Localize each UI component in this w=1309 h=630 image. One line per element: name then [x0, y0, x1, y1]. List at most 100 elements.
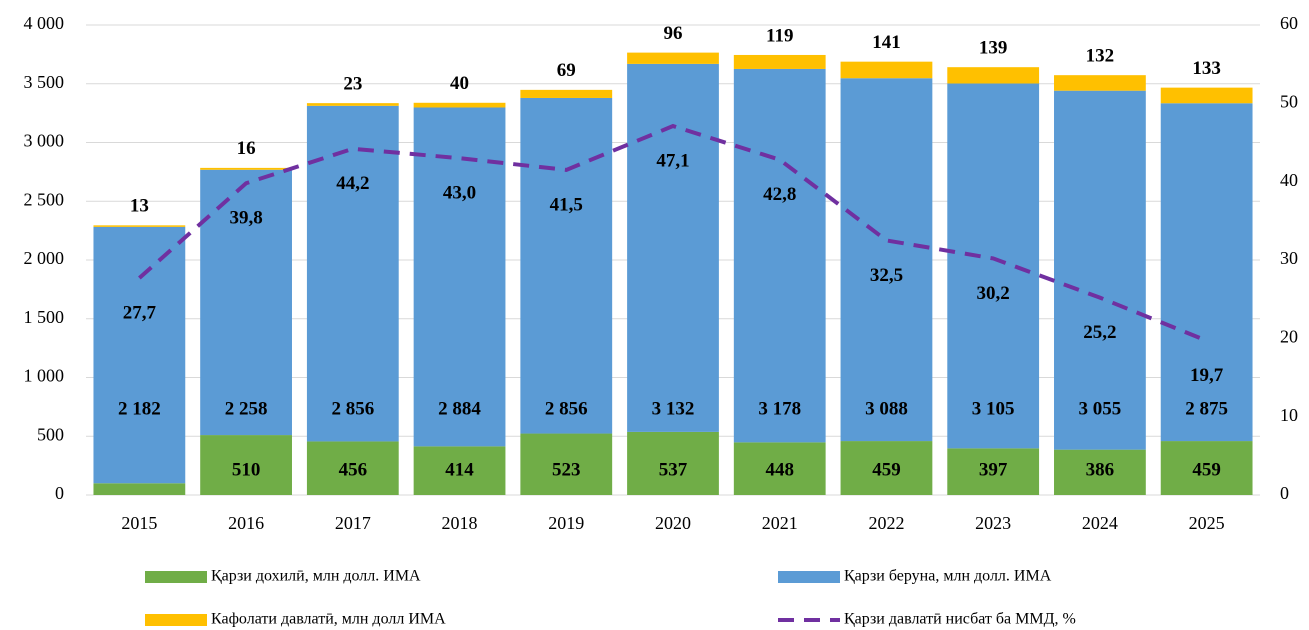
line-label: 39,8 — [229, 208, 262, 229]
line-label: 43,0 — [443, 183, 476, 204]
y2-tick-label: 0 — [1280, 483, 1289, 503]
bar-segment — [733, 54, 826, 69]
legend-swatch — [778, 571, 840, 583]
y-tick-label: 0 — [55, 483, 64, 503]
bar-segment — [520, 97, 613, 434]
y-tick-label: 500 — [37, 424, 64, 444]
bar-segment — [306, 441, 399, 495]
data-label: 13 — [130, 196, 149, 217]
bar-segment — [733, 442, 826, 495]
bar-segment — [1160, 441, 1253, 495]
data-label: 139 — [979, 38, 1008, 59]
y2-tick-label: 30 — [1280, 248, 1298, 268]
data-label: 386 — [1086, 459, 1115, 480]
line-label: 27,7 — [123, 302, 157, 323]
y-tick-label: 2 500 — [24, 189, 65, 209]
line-label: 41,5 — [550, 194, 583, 215]
bar-segment — [200, 167, 292, 170]
y2-tick-label: 10 — [1280, 405, 1298, 425]
x-tick-label: 2022 — [868, 513, 904, 533]
y2-tick-label: 60 — [1280, 13, 1298, 33]
data-label: 523 — [552, 459, 581, 480]
data-label: 2 856 — [331, 398, 374, 419]
bar-segment — [840, 78, 933, 442]
data-label: 2 856 — [545, 398, 588, 419]
x-tick-label: 2015 — [121, 513, 157, 533]
data-label: 537 — [659, 459, 688, 480]
data-label: 2 884 — [438, 398, 481, 419]
data-label: 397 — [979, 459, 1008, 480]
bar-segment — [200, 435, 292, 495]
bar-segment — [93, 483, 186, 495]
x-tick-label: 2020 — [655, 513, 691, 533]
data-label: 2 182 — [118, 398, 161, 419]
data-label: 141 — [872, 32, 901, 53]
bar-segment — [306, 103, 399, 106]
data-label: 3 105 — [972, 398, 1015, 419]
y-tick-label: 1 000 — [24, 366, 65, 386]
y2-tick-label: 40 — [1280, 170, 1298, 190]
bar-segment — [627, 52, 719, 64]
data-label: 96 — [664, 23, 683, 44]
data-label: 456 — [339, 459, 368, 480]
bar-segment — [627, 63, 719, 432]
line-label: 44,2 — [336, 173, 369, 194]
data-label: 3 132 — [652, 398, 695, 419]
bar-segment — [413, 107, 506, 447]
y-tick-label: 3 000 — [24, 131, 65, 151]
data-label: 2 258 — [225, 398, 268, 419]
x-tick-label: 2016 — [228, 513, 264, 533]
data-label: 16 — [237, 138, 256, 159]
bar-segment — [93, 226, 186, 484]
y2-tick-label: 20 — [1280, 326, 1298, 346]
bar-segment — [306, 105, 399, 442]
bar-segment — [627, 431, 719, 495]
x-tick-label: 2023 — [975, 513, 1011, 533]
data-label: 459 — [872, 459, 901, 480]
bar-segment — [1160, 87, 1253, 104]
data-label: 448 — [765, 459, 794, 480]
legend-label: Қарзи давлатӣ нисбат ба ММД, % — [844, 611, 1076, 628]
line-label: 19,7 — [1190, 365, 1224, 386]
line-label: 30,2 — [977, 283, 1010, 304]
x-tick-label: 2018 — [442, 513, 478, 533]
y-tick-label: 4 000 — [24, 13, 65, 33]
x-tick-label: 2021 — [762, 513, 798, 533]
bar-segment — [947, 448, 1040, 495]
line — [138, 123, 1208, 343]
y-tick-label: 1 500 — [24, 307, 65, 327]
x-tick-label: 2017 — [335, 513, 371, 533]
data-label: 414 — [445, 459, 474, 480]
x-tick-label: 2025 — [1189, 513, 1225, 533]
line-label: 47,1 — [656, 150, 689, 171]
bar-segment — [1054, 75, 1146, 91]
data-label: 133 — [1192, 58, 1221, 79]
line-label: 25,2 — [1083, 322, 1116, 343]
bar-segment — [947, 83, 1040, 449]
bar-segment — [1160, 103, 1253, 442]
data-label: 40 — [450, 73, 469, 94]
line-label: 42,8 — [763, 184, 796, 205]
data-label: 69 — [557, 60, 576, 81]
y-tick-label: 2 000 — [24, 248, 65, 268]
bar-segment — [413, 446, 506, 495]
y2-tick-label: 50 — [1280, 91, 1298, 111]
data-label: 2 875 — [1185, 398, 1228, 419]
data-label: 3 178 — [758, 398, 801, 419]
data-label: 3 088 — [865, 398, 908, 419]
data-label: 3 055 — [1079, 398, 1122, 419]
legend-swatch — [145, 571, 207, 583]
data-label: 119 — [766, 25, 793, 46]
data-label: 510 — [232, 459, 261, 480]
legend-label: Қарзи беруна, млн долл. ИМА — [844, 568, 1052, 585]
legend-label: Кафолати давлатӣ, млн долл ИМА — [211, 611, 446, 628]
bar-segment — [93, 225, 186, 227]
bar-segment — [1054, 90, 1146, 450]
bar-segment — [840, 441, 933, 495]
bar-segment — [520, 89, 613, 98]
line-label: 32,5 — [870, 265, 903, 286]
x-tick-label: 2019 — [548, 513, 584, 533]
bar-segment — [733, 68, 826, 443]
bar-segment — [947, 67, 1040, 84]
